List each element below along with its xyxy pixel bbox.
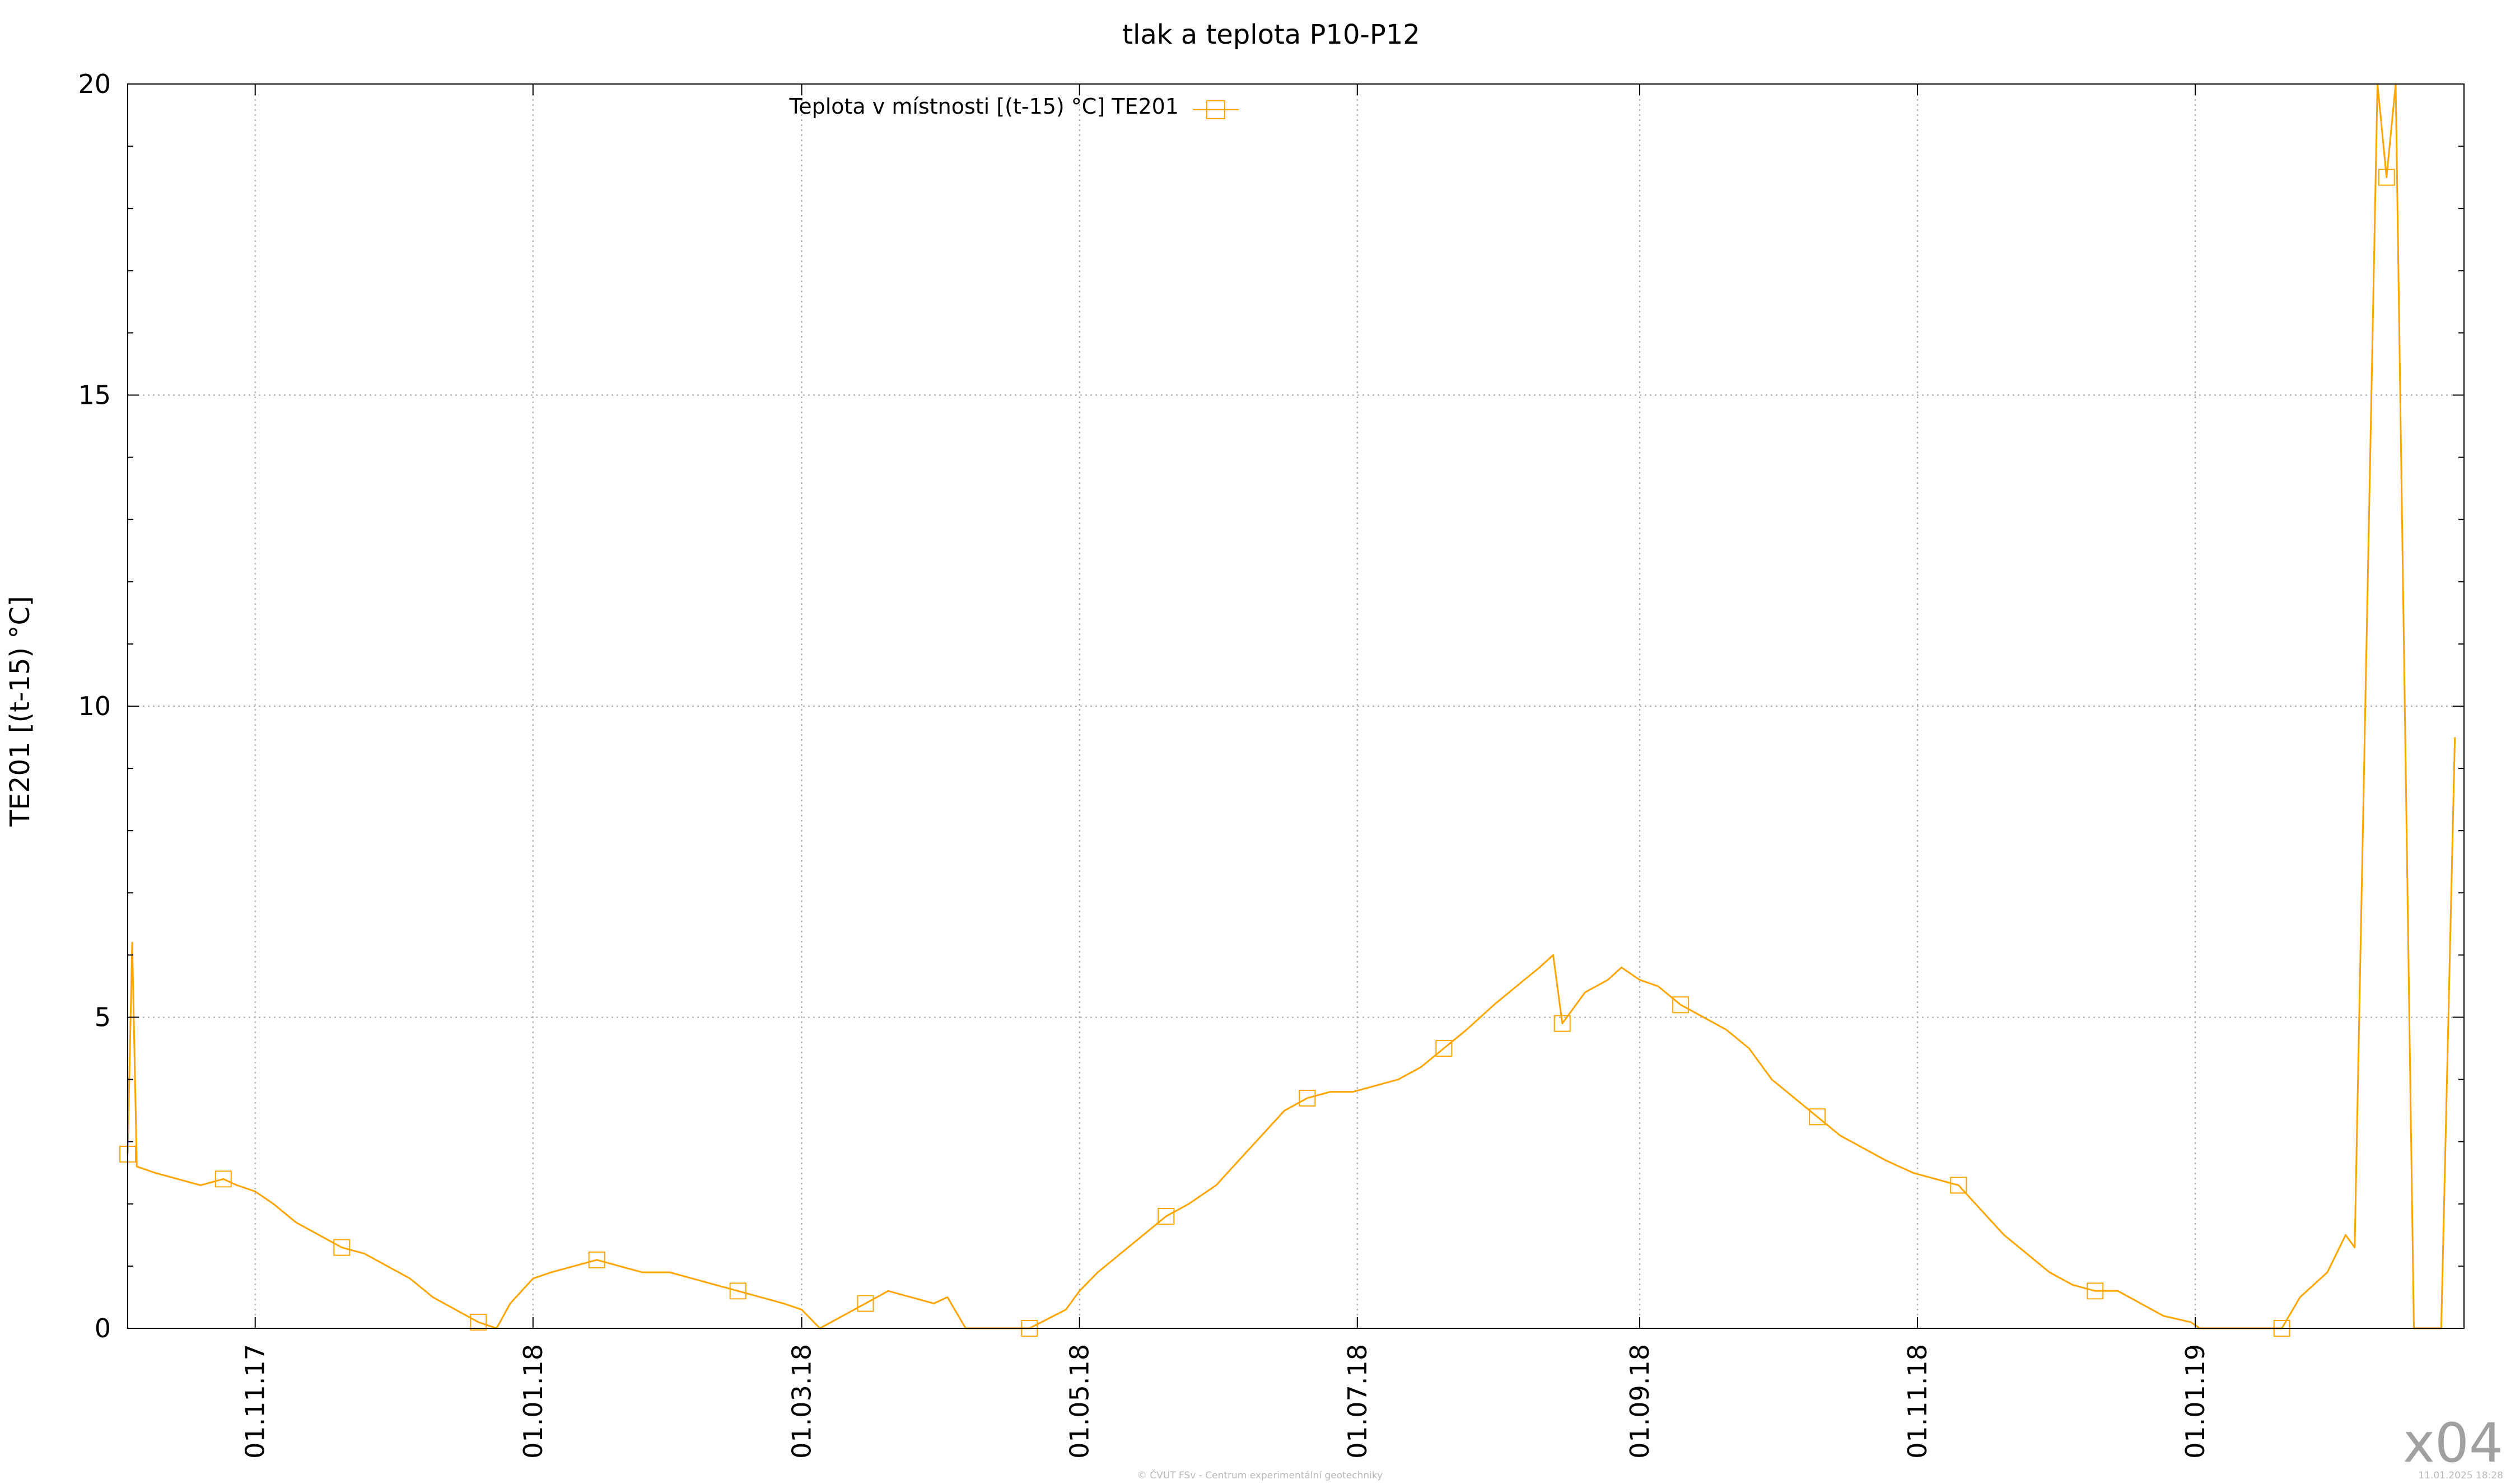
watermark: x04 (2403, 1412, 2503, 1474)
series-marker (1672, 996, 1690, 1014)
series-marker (588, 1251, 605, 1268)
x-tick-label: 01.01.19 (2180, 1344, 2210, 1459)
footer-credit: © ČVUT FSv - Centrum experimentální geot… (1137, 1469, 1383, 1481)
y-tick-label: 15 (78, 380, 111, 410)
series-marker (729, 1282, 746, 1300)
series-marker (2087, 1282, 2104, 1300)
x-tick-label: 01.11.18 (1902, 1344, 1933, 1459)
grid (128, 84, 2464, 1328)
series-marker (2378, 169, 2395, 186)
y-tick-label: 5 (95, 1002, 111, 1033)
series-marker (1435, 1040, 1453, 1057)
x-tick-label: 01.01.18 (518, 1344, 548, 1459)
x-tick-label: 01.05.18 (1065, 1344, 1095, 1459)
legend-marker (1206, 100, 1225, 119)
x-tick-label: 01.03.18 (787, 1344, 817, 1459)
y-axis-label: TE201 [(t-15) °C] (4, 596, 36, 827)
series-marker (214, 1170, 232, 1188)
y-tick-label: 0 (95, 1313, 111, 1343)
series-marker (1950, 1177, 1967, 1194)
x-tick-label: 01.11.17 (240, 1344, 270, 1459)
series-layer (119, 83, 2456, 1337)
series-marker (1809, 1108, 1826, 1126)
series-marker (1158, 1208, 1175, 1225)
y-tick-label: 10 (78, 691, 111, 721)
chart-title: tlak a teplota P10-P12 (1122, 19, 1420, 50)
y-tick-label: 20 (78, 69, 111, 99)
x-tick-label: 01.07.18 (1342, 1344, 1373, 1459)
x-ticks: 01.11.17 01.01.18 01.03.18 01.05.18 01.07.18… (240, 84, 2210, 1459)
y-ticks: 0 5 10 15 20 (78, 69, 2464, 1343)
series-marker (470, 1313, 487, 1331)
legend: Teplota v místnosti [(t-15) °C] TE201 (788, 94, 1239, 119)
series-marker (333, 1239, 351, 1256)
footer-timestamp: 11.01.2025 18:28 (2418, 1470, 2503, 1481)
legend-label: Teplota v místnosti [(t-15) °C] TE201 (788, 94, 1179, 119)
series-marker (1553, 1015, 1571, 1032)
series-marker (1299, 1089, 1316, 1107)
x-tick-label: 01.09.18 (1625, 1344, 1655, 1459)
series-marker (857, 1295, 874, 1312)
